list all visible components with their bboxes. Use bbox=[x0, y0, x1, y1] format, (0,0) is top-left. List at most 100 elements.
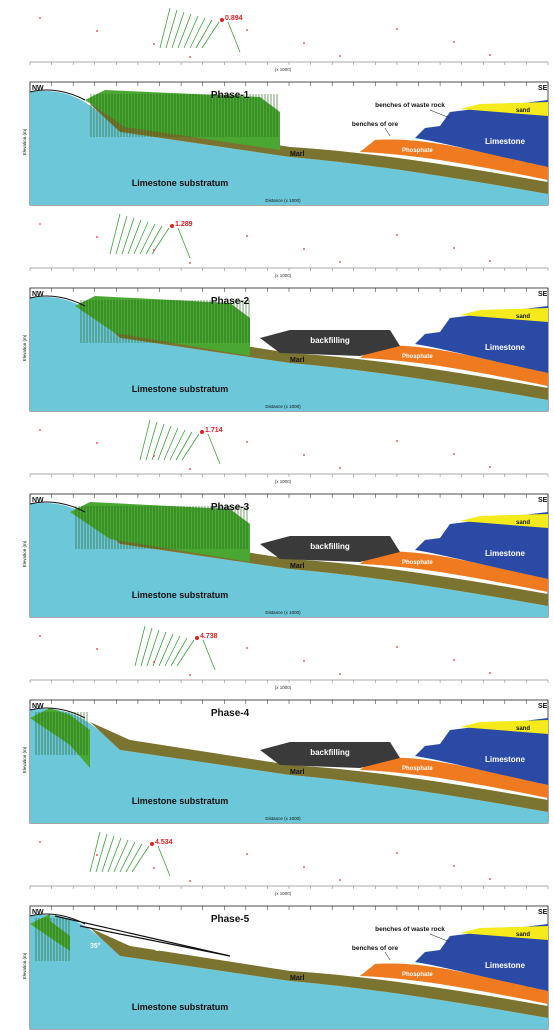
slip-surface-grid bbox=[39, 831, 491, 882]
se-label: SE bbox=[538, 497, 548, 504]
phosphate-label: Phosphate bbox=[402, 148, 433, 154]
phase-title: Phase-1 bbox=[211, 90, 250, 101]
y-axis-label: Elevation (m) bbox=[22, 334, 27, 361]
sand-layer bbox=[460, 514, 548, 528]
marl-label: Marl bbox=[290, 151, 304, 158]
angle-35-label: 35° bbox=[90, 942, 101, 950]
top-axis-unit: (x 1000) bbox=[275, 67, 292, 72]
ore-benches-label: benches of ore bbox=[352, 121, 399, 128]
factor-of-safety-label: 1.289 bbox=[175, 221, 193, 228]
critical-center-dot bbox=[150, 842, 154, 846]
marl-layer bbox=[90, 516, 548, 606]
nw-label: NW bbox=[32, 291, 44, 298]
backfilling-label: backfilling bbox=[310, 748, 350, 757]
y-axis-label: Elevation (m) bbox=[22, 540, 27, 567]
limestone-layer bbox=[415, 100, 548, 167]
se-label: SE bbox=[538, 291, 548, 298]
limestone-substratum-label: Limestone substratum bbox=[132, 178, 229, 188]
phosphate-layer bbox=[360, 551, 548, 592]
phase-panel-5: 4.534 (x 1000) NW SE Phase-5 Limestone substr… bbox=[0, 824, 554, 1030]
sand-label: sand bbox=[516, 520, 530, 526]
ground-surface bbox=[29, 707, 86, 719]
backfilling-zone bbox=[260, 742, 400, 768]
nw-label: NW bbox=[32, 497, 44, 504]
se-label: SE bbox=[538, 909, 548, 916]
marl-layer bbox=[90, 310, 548, 400]
se-label: SE bbox=[538, 703, 548, 710]
sand-layer bbox=[460, 308, 548, 322]
se-label: SE bbox=[538, 85, 548, 92]
angle-19-label: 19° bbox=[155, 945, 166, 953]
phase-title: Phase-5 bbox=[211, 914, 250, 925]
critical-center-dot bbox=[195, 636, 199, 640]
limestone-substratum-layer bbox=[30, 503, 548, 617]
marl-layer bbox=[90, 104, 548, 194]
sand-label: sand bbox=[516, 314, 530, 320]
limestone-layer bbox=[415, 924, 548, 991]
factor-of-safety-label: 4.738 bbox=[200, 633, 218, 640]
limestone-label: Limestone bbox=[485, 961, 526, 970]
limestone-label: Limestone bbox=[485, 549, 526, 558]
phosphate-label: Phosphate bbox=[402, 972, 433, 978]
limestone-layer bbox=[415, 718, 548, 785]
marl-layer bbox=[90, 928, 548, 1018]
limestone-substratum-layer bbox=[30, 709, 548, 823]
slip-surface-grid bbox=[39, 213, 491, 264]
factor-of-safety-label: 4.534 bbox=[155, 839, 173, 846]
phosphate-label: Phosphate bbox=[402, 354, 433, 360]
ground-surface bbox=[29, 89, 86, 101]
nw-label: NW bbox=[32, 85, 44, 92]
limestone-substratum-layer bbox=[30, 297, 548, 411]
slope-line-35 bbox=[54, 915, 231, 957]
waste-benches-label: benches of waste rock bbox=[375, 102, 445, 109]
limestone-label: Limestone bbox=[485, 755, 526, 764]
limestone-substratum-label: Limestone substratum bbox=[132, 796, 229, 806]
top-axis-unit: (x 1000) bbox=[275, 479, 292, 484]
phosphate-label: Phosphate bbox=[402, 766, 433, 772]
phosphate-layer bbox=[360, 757, 548, 798]
backfilling-zone bbox=[260, 536, 400, 562]
limestone-substratum-label: Limestone substratum bbox=[132, 1002, 229, 1012]
phosphate-layer bbox=[360, 963, 548, 1004]
sand-layer bbox=[460, 102, 548, 116]
ground-surface bbox=[29, 501, 86, 513]
limestone-label: Limestone bbox=[485, 343, 526, 352]
backfilling-label: backfilling bbox=[310, 542, 350, 551]
sand-layer bbox=[460, 720, 548, 734]
marl-label: Marl bbox=[290, 357, 304, 364]
phase-panel-2: 1.289 (x 1000) backfilling NW SE Phase-2 Limes… bbox=[0, 206, 554, 412]
marl-label: Marl bbox=[290, 975, 304, 982]
waste-rock-layer bbox=[85, 90, 280, 150]
ground-surface bbox=[29, 295, 86, 307]
phase-title: Phase-2 bbox=[211, 296, 250, 307]
top-axis-unit: (x 1000) bbox=[275, 685, 292, 690]
backfilling-zone bbox=[260, 330, 400, 356]
marl-label: Marl bbox=[290, 769, 304, 776]
waste-rock-layer bbox=[30, 708, 90, 768]
limestone-substratum-layer bbox=[30, 91, 548, 205]
x-axis-label: Distance (x 1000) bbox=[265, 198, 301, 203]
x-axis-label: Distance (x 1000) bbox=[265, 610, 301, 615]
waste-rock-layer bbox=[30, 914, 70, 974]
factor-of-safety-label: 1.714 bbox=[205, 427, 223, 434]
y-axis-label: Elevation (m) bbox=[22, 128, 27, 155]
phase-panel-3: 1.714 (x 1000) backfilling NW SE Phase-3 Limes… bbox=[0, 412, 554, 618]
limestone-substratum-label: Limestone substratum bbox=[132, 384, 229, 394]
phase-title: Phase-3 bbox=[211, 502, 250, 513]
limestone-layer bbox=[415, 512, 548, 579]
critical-center-dot bbox=[200, 430, 204, 434]
sand-label: sand bbox=[516, 726, 530, 732]
waste-rock-layer bbox=[70, 502, 250, 562]
waste-benches-label: benches of waste rock bbox=[375, 926, 445, 933]
nw-label: NW bbox=[32, 909, 44, 916]
x-axis-label: Distance (x 1000) bbox=[265, 404, 301, 409]
critical-center-dot bbox=[170, 224, 174, 228]
top-axis-unit: (x 1000) bbox=[275, 891, 292, 896]
slip-surface-grid bbox=[39, 419, 491, 470]
marl-layer bbox=[90, 722, 548, 812]
waste-rock-layer bbox=[75, 296, 250, 356]
sand-label: sand bbox=[516, 932, 530, 938]
top-axis-unit: (x 1000) bbox=[275, 273, 292, 278]
x-axis-label: Distance (x 1000) bbox=[265, 816, 301, 821]
